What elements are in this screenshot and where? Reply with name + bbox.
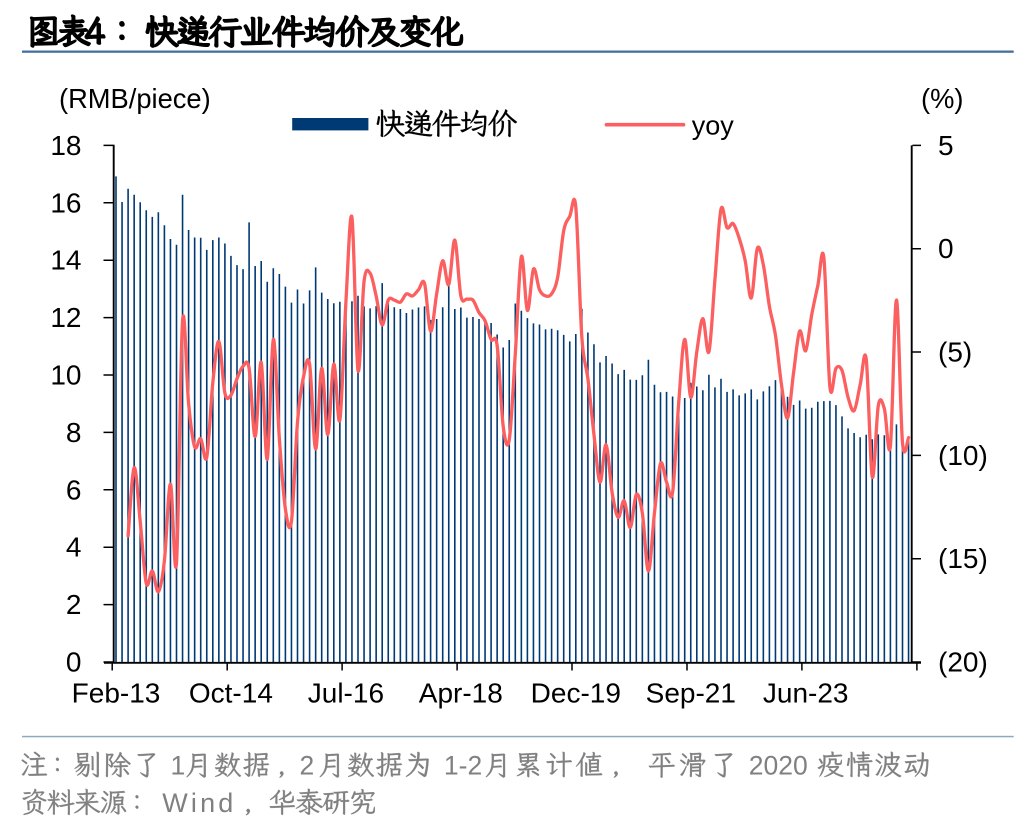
svg-text:(5): (5)	[938, 337, 972, 368]
svg-text:2020: 2020	[749, 751, 808, 781]
svg-text:2: 2	[66, 589, 82, 620]
svg-text:18: 18	[50, 130, 81, 161]
svg-text:Oct-14: Oct-14	[189, 678, 273, 709]
svg-text:12: 12	[50, 302, 81, 333]
svg-text:Sep-21: Sep-21	[646, 678, 736, 709]
svg-text:Dec-19: Dec-19	[531, 678, 621, 709]
svg-text:10: 10	[50, 360, 81, 391]
svg-text:1: 1	[171, 751, 186, 781]
svg-text:16: 16	[50, 187, 81, 218]
svg-text:(10): (10)	[938, 440, 988, 471]
svg-text:6: 6	[66, 474, 82, 505]
svg-text:1-2: 1-2	[444, 751, 482, 781]
svg-text:(20): (20)	[938, 647, 988, 678]
svg-text:5: 5	[938, 130, 954, 161]
svg-text:Jul-16: Jul-16	[308, 678, 384, 709]
svg-text:Feb-13: Feb-13	[72, 678, 161, 709]
svg-text:4: 4	[66, 532, 82, 563]
svg-text:2: 2	[300, 751, 315, 781]
svg-text:8: 8	[66, 417, 82, 448]
svg-text:14: 14	[50, 245, 81, 276]
svg-text:(15): (15)	[938, 543, 988, 574]
svg-text:yoy: yoy	[692, 111, 735, 141]
svg-text:0: 0	[66, 647, 82, 678]
svg-text:Wind: Wind	[162, 788, 236, 818]
svg-text:0: 0	[938, 233, 954, 264]
svg-text:Apr-18: Apr-18	[419, 678, 503, 709]
svg-text:(RMB/piece): (RMB/piece)	[59, 83, 211, 114]
svg-text:Jun-23: Jun-23	[763, 678, 849, 709]
svg-text:(%): (%)	[921, 83, 963, 114]
